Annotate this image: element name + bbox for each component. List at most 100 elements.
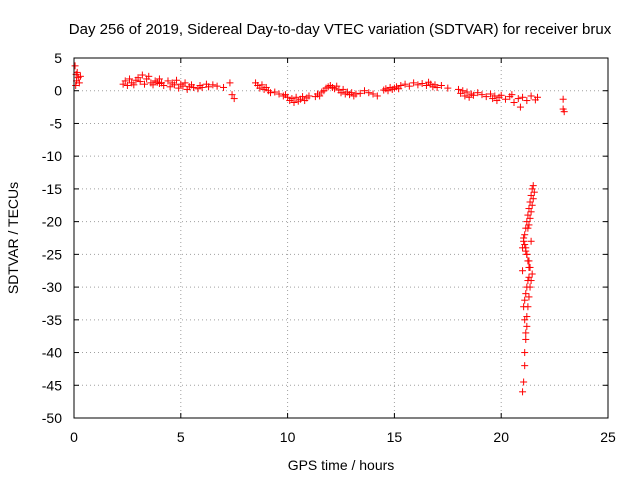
data-point [134,74,142,82]
data-point [521,362,529,370]
data-point [299,93,307,101]
data-point [528,270,536,278]
data-point [209,81,217,89]
y-tick-labels: 5 0 -5 -10 -15 -20 -25 -30 -35 -40 -45 -50 [42,50,62,426]
data-point [520,378,528,386]
data-point [497,91,505,99]
data-point [126,75,134,83]
data-point [164,77,172,85]
data-point [491,92,499,100]
data-point [444,84,452,92]
data-point [339,85,347,93]
data-point [76,72,84,80]
data-point [292,93,300,101]
data-point [516,103,524,111]
data-point [525,257,533,265]
y-tick-label: -30 [42,279,62,295]
data-point [271,88,279,96]
data-point [288,95,296,103]
data-point [523,97,531,105]
data-point [228,91,236,99]
data-point [514,95,522,103]
data-point [138,71,146,79]
data-point [166,83,174,91]
data-point [526,198,534,206]
data-point [527,237,535,245]
y-tick-label: -45 [42,377,62,393]
data-point [258,81,266,89]
data-points [71,62,568,396]
data-point [437,81,445,89]
data-point [522,329,530,337]
y-tick-label: 0 [54,83,62,99]
data-point [521,349,529,357]
data-point [401,80,409,88]
data-point [521,316,529,324]
data-point [290,99,298,107]
data-point [365,89,373,97]
data-point [267,89,275,97]
x-tick-label: 15 [387,429,403,445]
data-point [226,79,234,87]
data-point [519,267,527,275]
data-point [522,290,530,298]
data-point [525,273,533,281]
data-point [526,263,534,271]
data-point [527,191,535,199]
axis-ticks [73,57,609,419]
data-point [529,182,537,190]
data-point [523,322,531,330]
y-tick-label: -5 [50,115,63,131]
data-point [534,93,542,101]
data-point [522,224,530,232]
data-point [360,87,368,95]
data-point [523,218,531,226]
x-tick-label: 0 [70,429,78,445]
data-point [145,72,153,80]
y-tick-label: -20 [42,214,62,230]
data-point [213,82,221,90]
data-point [525,293,533,301]
data-point [461,92,469,100]
data-point [149,81,157,89]
chart-title: Day 256 of 2019, Sidereal Day-to-day VTE… [69,21,612,38]
data-point [521,231,529,239]
data-point [220,83,228,91]
data-point [275,90,283,98]
data-point [175,84,183,92]
data-point [522,335,530,343]
data-point [523,283,531,291]
data-point [459,87,467,95]
data-point [528,185,536,193]
data-point [418,80,426,88]
data-point [525,205,533,213]
y-tick-label: -10 [42,148,62,164]
y-tick-label: 5 [54,50,62,66]
data-point [410,79,418,87]
y-axis-label: SDTVAR / TECUs [5,182,21,294]
data-point [352,90,360,98]
x-axis-label: GPS time / hours [288,457,395,473]
data-point [508,91,516,99]
data-point [524,277,532,285]
data-point [559,95,567,103]
data-point [405,82,413,90]
data-point [170,81,178,89]
data-point [198,83,206,91]
y-tick-label: -15 [42,181,62,197]
data-point [155,75,163,83]
data-point [130,81,138,89]
data-point [71,62,79,70]
data-point [463,88,471,96]
data-point [305,92,313,100]
data-point [519,388,527,396]
data-point [523,250,531,258]
data-point [72,81,80,89]
y-tick-label: -40 [42,345,62,361]
data-point [482,93,490,101]
data-point [560,108,568,116]
data-point [520,303,528,311]
data-point [75,79,83,87]
x-tick-label: 25 [600,429,616,445]
